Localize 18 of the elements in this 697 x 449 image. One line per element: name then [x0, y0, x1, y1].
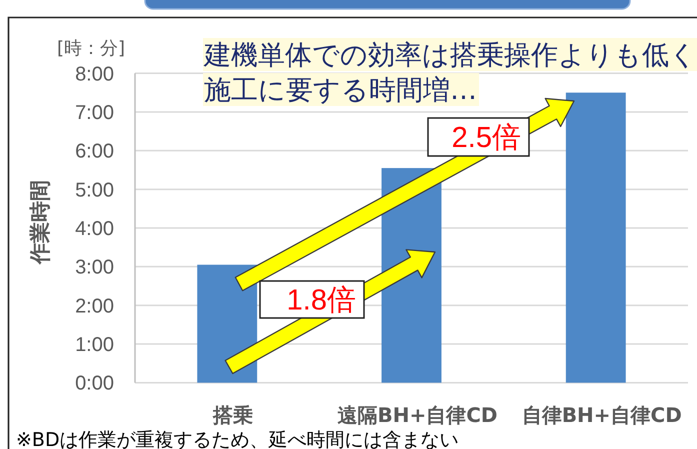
y-tick-label: 0:00 [75, 372, 114, 395]
y-axis-title: 作業時間 [28, 180, 52, 265]
y-tick-label: 3:00 [75, 256, 114, 279]
x-tick-label: 自律BH+自律CD [522, 403, 682, 427]
y-tick-label: 2:00 [75, 295, 114, 318]
annotation: 1.8倍 [286, 284, 356, 316]
y-tick-label: 8:00 [75, 63, 114, 86]
title: 建機単体での効率は搭乗操作よりも低く施工に要する時間増… [203, 38, 697, 106]
y-tick-label: 4:00 [75, 218, 114, 240]
text: [時：分] [56, 38, 126, 59]
annotation: 2.5倍 [452, 122, 521, 154]
y-tick-label: 5:00 [75, 179, 114, 202]
y-tick-label: 1:00 [75, 334, 114, 356]
x-tick-label: 遠隔BH+自律CD [337, 403, 498, 427]
y-tick-label: 7:00 [75, 102, 114, 124]
bar [566, 92, 626, 383]
x-tick-label: 搭乗 [212, 403, 254, 427]
y-tick-label: 6:00 [75, 140, 114, 163]
